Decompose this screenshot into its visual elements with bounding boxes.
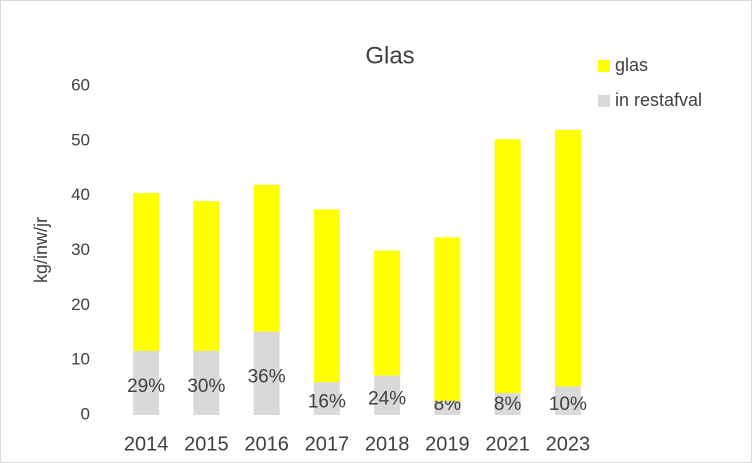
y-tick-label: 20	[71, 295, 90, 314]
x-tick-label: 2021	[485, 433, 530, 455]
bar-segment	[374, 375, 401, 415]
bar-segment	[253, 331, 280, 415]
bar-segment	[554, 129, 581, 387]
bar-segment	[494, 139, 521, 394]
bar-segment	[434, 237, 461, 401]
y-tick-label: 40	[71, 185, 90, 204]
y-tick-label: 0	[81, 404, 90, 423]
legend-label: in restafval	[615, 90, 702, 110]
y-axis-label: kg/inw/jr	[31, 217, 51, 283]
percent-label: 8%	[494, 394, 522, 415]
percent-label: 30%	[187, 376, 225, 397]
bar-segment	[554, 386, 581, 415]
y-tick-label: 10	[71, 350, 90, 369]
bar-segment	[253, 184, 280, 332]
x-tick-label: 2023	[546, 433, 591, 455]
bar-segment	[133, 192, 160, 351]
percent-label: 16%	[308, 392, 346, 413]
percent-label: 29%	[127, 376, 165, 397]
percent-label: 36%	[248, 366, 286, 387]
y-tick-label: 60	[71, 75, 90, 94]
legend-label: glas	[615, 55, 648, 75]
bar-segment	[193, 201, 220, 351]
x-tick-label: 2018	[365, 433, 410, 455]
bar-segment	[374, 250, 401, 376]
legend-swatch	[598, 60, 610, 72]
y-tick-label: 30	[71, 240, 90, 259]
bar-segment	[133, 350, 160, 415]
legend-swatch	[598, 95, 610, 107]
chart-title: Glas	[365, 42, 414, 69]
x-tick-label: 2016	[244, 433, 289, 455]
x-tick-label: 2017	[305, 433, 350, 455]
percent-label: 24%	[368, 388, 406, 409]
percent-label: 10%	[549, 394, 587, 415]
x-tick-label: 2014	[124, 433, 169, 455]
y-tick-label: 50	[71, 130, 90, 149]
x-tick-label: 2019	[425, 433, 470, 455]
x-tick-label: 2015	[184, 433, 229, 455]
bar-segment	[494, 393, 521, 415]
bar-segment	[313, 209, 340, 383]
bar-segment	[193, 350, 220, 415]
bar-segment	[313, 382, 340, 415]
bar-segment	[434, 400, 461, 415]
